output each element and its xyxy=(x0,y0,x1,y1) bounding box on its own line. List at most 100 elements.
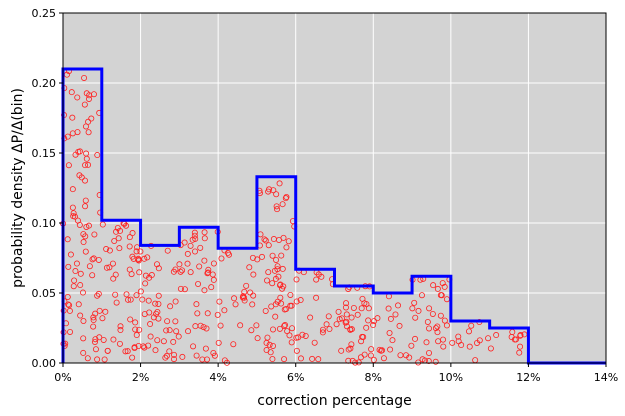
scatter-point xyxy=(163,327,170,334)
scatter-point xyxy=(196,263,203,270)
y-tick-label: 0.00 xyxy=(32,357,57,370)
scatter-point xyxy=(263,339,270,346)
scatter-point xyxy=(112,271,119,278)
scatter-point xyxy=(345,346,352,353)
y-axis-ticks: 0.00 0.05 0.10 0.15 0.20 0.25 xyxy=(32,7,63,370)
scatter-point xyxy=(192,248,199,255)
scatter-point xyxy=(112,291,119,298)
scatter-point xyxy=(437,292,444,299)
scatter-point xyxy=(65,263,72,270)
scatter-point xyxy=(297,355,304,362)
scatter-point xyxy=(133,248,140,255)
scatter-point xyxy=(358,305,365,312)
scatter-point xyxy=(164,318,171,325)
scatter-point xyxy=(243,282,250,289)
scatter-point xyxy=(194,310,201,317)
scatter-point xyxy=(80,239,87,246)
scatter-point xyxy=(231,295,238,302)
scatter-point xyxy=(175,333,182,340)
scatter-point xyxy=(336,316,343,323)
scatter-point xyxy=(116,340,123,347)
scatter-point xyxy=(246,264,253,271)
scatter-point xyxy=(516,349,523,356)
scatter-point xyxy=(94,292,101,299)
scatter-point xyxy=(109,260,116,267)
scatter-point xyxy=(241,297,248,304)
scatter-point xyxy=(74,129,81,136)
scatter-point xyxy=(110,336,117,343)
scatter-point xyxy=(425,358,432,365)
scatter-point xyxy=(411,299,418,306)
scatter-point xyxy=(117,327,124,334)
scatter-point xyxy=(64,236,71,243)
scatter-point xyxy=(424,318,431,325)
scatter-point xyxy=(90,91,97,98)
scatter-point xyxy=(342,304,349,311)
scatter-point xyxy=(385,305,392,312)
y-tick-label: 0.05 xyxy=(32,287,57,300)
scatter-point xyxy=(184,260,191,267)
scatter-point xyxy=(131,344,138,351)
scatter-point xyxy=(262,307,269,314)
scatter-point xyxy=(135,255,142,262)
scatter-point xyxy=(135,343,142,350)
scatter-point xyxy=(71,277,78,284)
scatter-point xyxy=(77,312,84,319)
scatter-point xyxy=(210,349,217,356)
scatter-point xyxy=(487,345,494,352)
scatter-point xyxy=(318,273,325,280)
scatter-point xyxy=(148,272,155,279)
scatter-point xyxy=(278,252,285,259)
x-axis-title: correction percentage xyxy=(257,393,412,409)
scatter-point xyxy=(455,333,462,340)
scatter-point xyxy=(67,328,74,335)
scatter-point xyxy=(279,265,286,272)
scatter-point xyxy=(361,351,368,358)
scatter-point xyxy=(333,321,340,328)
scatter-point xyxy=(277,281,284,288)
scatter-point xyxy=(127,296,134,303)
scatter-point xyxy=(69,186,76,193)
scatter-point xyxy=(265,269,272,276)
scatter-point xyxy=(132,326,139,333)
scatter-point xyxy=(311,339,318,346)
scatter-point xyxy=(250,271,257,278)
histogram-step-line xyxy=(61,67,606,365)
scatter-point xyxy=(83,90,90,97)
scatter-point xyxy=(89,272,96,279)
scatter-point xyxy=(147,333,154,340)
x-tick-label: 14% xyxy=(594,371,618,384)
scatter-point xyxy=(171,351,178,358)
scatter-point xyxy=(80,335,87,342)
scatter-point xyxy=(432,358,439,365)
scatter-point xyxy=(378,347,385,354)
scatter-point xyxy=(122,348,129,355)
scatter-point xyxy=(104,347,111,354)
scatter-point xyxy=(80,349,87,356)
scatter-point xyxy=(367,352,374,359)
scatter-point xyxy=(350,304,357,311)
x-tick-label: 8% xyxy=(365,371,382,384)
scatter-point xyxy=(137,248,144,255)
scatter-point xyxy=(307,314,314,321)
scatter-point xyxy=(313,294,320,301)
scatter-point xyxy=(282,195,289,202)
scatter-point xyxy=(285,238,292,245)
scatter-point xyxy=(365,317,372,324)
scatter-point xyxy=(302,332,309,339)
plot-frame xyxy=(62,12,607,364)
scatter-point xyxy=(263,277,270,284)
scatter-point xyxy=(173,328,180,335)
scatter-point xyxy=(267,349,274,356)
scatter-point xyxy=(193,352,200,359)
scatter-point xyxy=(313,276,320,283)
scatter-point xyxy=(397,352,404,359)
scatter-point xyxy=(116,245,123,252)
scatter-point xyxy=(142,272,149,279)
scatter-point xyxy=(145,297,152,304)
scatter-point xyxy=(265,242,272,249)
scatter-point xyxy=(380,355,387,362)
scatter-point xyxy=(133,292,140,299)
scatter-point xyxy=(216,298,223,305)
